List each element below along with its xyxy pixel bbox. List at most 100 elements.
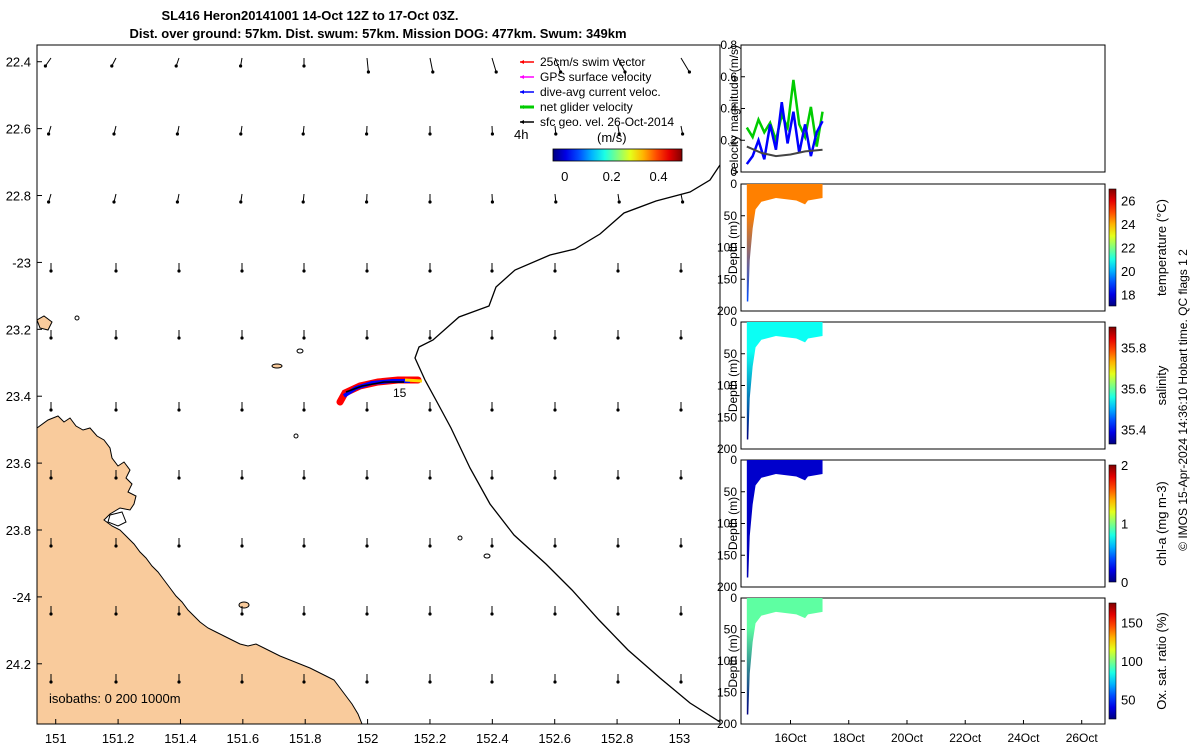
colorbar-label: temperature (°C) [1154, 199, 1169, 296]
geo-velocity-arrow [302, 263, 306, 273]
geo-velocity-arrow [177, 330, 181, 340]
arrow-head [428, 476, 432, 480]
figure-title-line2: Dist. over ground: 57km. Dist. swum: 57k… [129, 26, 626, 41]
arrow-head [240, 269, 244, 273]
section-data-curtain [746, 598, 823, 715]
arrow-head [49, 336, 53, 340]
geo-velocity-arrow [47, 193, 52, 204]
depth-ylabel: Depth (m) [726, 497, 740, 550]
geo-velocity-arrow [490, 330, 494, 340]
arrow-head [302, 476, 306, 480]
geo-velocity-arrow [49, 330, 53, 340]
colorbar-tick-label: 18 [1121, 287, 1135, 302]
island [107, 511, 127, 527]
geo-velocity-arrow [365, 330, 369, 340]
geo-velocity-arrow [553, 470, 557, 480]
depth-tick-label: 150 [717, 410, 737, 424]
depth-tick-label: 50 [724, 347, 738, 361]
arrow-shaft [617, 57, 626, 73]
arrow-head [365, 269, 369, 273]
island [37, 315, 53, 331]
arrow-head [687, 70, 692, 74]
geo-velocity-arrow [239, 57, 243, 68]
arrow-head [47, 132, 51, 136]
arrow-head [490, 336, 494, 340]
arrow-head [679, 408, 683, 412]
geo-velocity-arrow [365, 125, 369, 136]
arrow-head [43, 64, 48, 68]
geo-velocity-arrow [366, 57, 370, 74]
colorbar-tick-label: 26 [1121, 194, 1135, 209]
colorbar-label: salinity [1154, 365, 1169, 405]
geo-velocity-arrow [175, 193, 180, 204]
section-axes [740, 597, 1106, 725]
geo-velocity-arrow [177, 538, 181, 548]
geo-velocity-arrow [175, 125, 180, 136]
arrow-head [302, 544, 306, 548]
arrow-head [49, 269, 53, 273]
depth-tick-label: 50 [724, 209, 738, 223]
lat-tick-label: 23.6 [6, 456, 31, 471]
arrow-head [365, 200, 369, 204]
arrow-head [616, 544, 620, 548]
arrow-head [49, 408, 53, 412]
arrow-head [365, 544, 369, 548]
section-data-curtain [746, 184, 823, 302]
speed-colorbar-ticks: 0 0.2 0.4 [561, 169, 667, 184]
velocity-tick-label: 0.2 [720, 133, 737, 147]
arrow-head [617, 200, 621, 204]
depth-tick-label: 150 [717, 548, 737, 562]
land-mass [37, 415, 363, 724]
arrow-head [679, 612, 683, 616]
arrow-head [114, 544, 118, 548]
geo-velocity-arrow [365, 606, 369, 616]
geo-velocity-arrow [240, 330, 244, 340]
arrow-head [240, 680, 244, 684]
arrow-head [554, 200, 558, 204]
arrow-head [175, 132, 179, 136]
geo-velocity-arrow [428, 470, 432, 480]
geo-velocity-arrow [490, 263, 494, 273]
arrow-head [365, 132, 369, 136]
geo-velocity-arrow [112, 125, 117, 136]
depth-tick-label: 200 [717, 442, 737, 456]
island [271, 363, 283, 369]
time-tick-label: 20Oct [891, 731, 924, 745]
velocity-tick-label: 0.6 [720, 70, 737, 84]
geo-velocity-arrow [112, 193, 117, 204]
geo-velocity-arrow [553, 538, 557, 548]
geo-velocity-arrow [240, 538, 244, 548]
geo-velocity-arrow [553, 263, 557, 273]
geo-velocity-arrow [177, 674, 181, 684]
geo-velocity-arrow [490, 402, 494, 412]
map-panel: 15 isobaths: 0 200 1000m 151 151.2 151.4 15… [6, 44, 721, 746]
lon-tick-label: 151.6 [227, 731, 260, 746]
geo-velocity-arrow [302, 606, 306, 616]
depth-tick-label: 200 [717, 717, 737, 731]
glider-track: 15 [336, 376, 423, 406]
isobath-1000m [414, 164, 720, 723]
lat-tick-label: -24 [12, 590, 31, 605]
arrow-head [616, 269, 620, 273]
geo-velocity-arrow [177, 402, 181, 412]
arrow-head [554, 132, 558, 136]
geo-velocity-arrow [114, 470, 118, 480]
lon-tick-label: 152.4 [476, 731, 509, 746]
geo-velocity-arrow [177, 606, 181, 616]
arrow-head [553, 544, 557, 548]
lat-tick-label: 22.8 [6, 189, 31, 204]
arrow-head [365, 476, 369, 480]
velocity-series [745, 79, 824, 165]
arrow-head [301, 200, 305, 204]
geo-velocity-arrow [554, 125, 558, 136]
geo-velocity-arrow [428, 402, 432, 412]
arrow-head [365, 408, 369, 412]
section-panel-1: 0 50 100 150 200 Depth (m) 18 20 22 24 26 temperatu… [717, 177, 1169, 318]
arrow-shaft [491, 57, 497, 73]
geo-velocity-arrow [114, 263, 118, 273]
geo-velocity-arrow [490, 538, 494, 548]
depth-tick-label: 0 [730, 591, 737, 605]
section-colorbar [1108, 326, 1117, 445]
lon-tick-label: 152.2 [414, 731, 447, 746]
